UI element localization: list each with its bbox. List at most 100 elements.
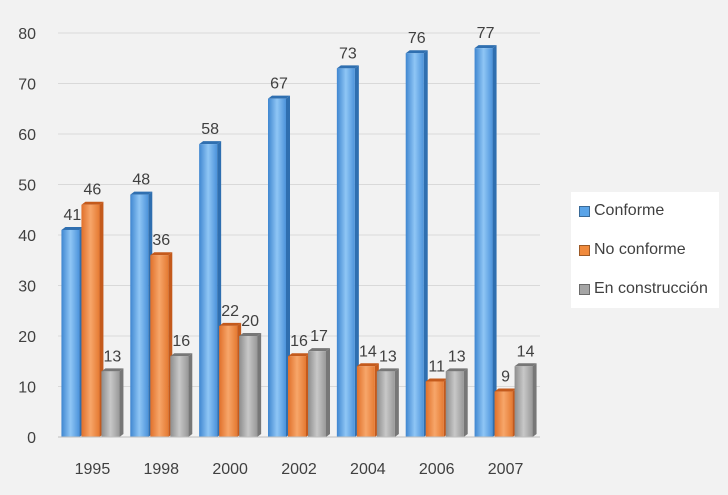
data-label-no-conforme: 14 [359, 343, 377, 360]
data-label-conforme: 41 [64, 207, 82, 224]
legend-item-conforme: Conforme [579, 201, 664, 221]
data-label-conforme: 48 [132, 172, 150, 189]
bar-side-en-construccion [188, 353, 193, 437]
bar-top-no-conforme [81, 201, 104, 205]
bar-no-conforme [494, 391, 513, 437]
bar-conforme [61, 229, 80, 437]
bar-conforme [268, 98, 286, 438]
x-tick-label: 2000 [212, 461, 248, 478]
x-tick-label: 2002 [281, 461, 317, 478]
legend-label: Conforme [594, 202, 665, 219]
legend-item-en-construccion: En construcción [579, 279, 708, 299]
data-label-conforme: 58 [201, 121, 219, 138]
bar-top-en-construccion [514, 363, 537, 367]
bar-side-en-construccion [532, 363, 537, 437]
legend-label: No conforme [594, 241, 686, 258]
bar-conforme [336, 68, 355, 437]
data-label-no-conforme: 46 [84, 182, 102, 199]
bar-conforme [199, 144, 218, 437]
data-label-conforme: 73 [339, 45, 357, 62]
bar-side-conforme [423, 50, 428, 437]
data-label-en-construccion: 20 [241, 313, 259, 330]
bar-side-en-construccion [394, 368, 399, 437]
bar-top-en-construccion [101, 368, 124, 372]
bar-side-en-construccion [119, 368, 124, 437]
bar-conforme [405, 53, 424, 437]
data-label-no-conforme: 36 [152, 232, 170, 249]
bar-top-en-construccion [376, 368, 399, 372]
bar-top-en-construccion [239, 333, 262, 336]
bar-top-no-conforme [494, 388, 517, 392]
bar-conforme [130, 194, 149, 437]
bar-top-no-conforme [425, 378, 448, 382]
data-label-no-conforme: 22 [221, 303, 239, 320]
bar-en-construccion [170, 356, 189, 437]
bar-en-construccion [239, 336, 258, 437]
x-tick-label: 2007 [488, 461, 524, 478]
x-tick-label: 1998 [143, 461, 179, 478]
bar-en-construccion [514, 366, 533, 437]
bar-no-conforme [81, 204, 100, 437]
bar-top-conforme [268, 95, 290, 99]
data-label-en-construccion: 13 [448, 348, 466, 365]
y-tick-label: 20 [18, 329, 36, 346]
x-tick-label: 2004 [350, 461, 386, 478]
bar-top-conforme [199, 141, 222, 145]
data-label-en-construccion: 16 [172, 333, 190, 350]
data-label-no-conforme: 11 [428, 358, 445, 375]
bar-no-conforme [150, 255, 169, 437]
bar-no-conforme [356, 366, 375, 437]
legend-swatch-no-conforme [579, 244, 590, 256]
bar-top-en-construccion [445, 368, 468, 372]
y-tick-label: 70 [18, 77, 36, 94]
data-label-en-construccion: 17 [310, 328, 328, 345]
data-label-conforme: 76 [408, 30, 426, 47]
bar-side-conforme [354, 65, 359, 437]
bar-side-conforme [492, 45, 497, 438]
bar-no-conforme [219, 325, 238, 437]
data-label-en-construccion: 14 [517, 343, 535, 360]
y-axis-ticks: 0 10 20 30 40 50 60 70 80 [18, 26, 36, 447]
legend-swatch-conforme [579, 205, 590, 217]
bar-side-en-construccion [326, 348, 330, 437]
y-tick-label: 60 [18, 127, 36, 144]
bar-top-en-construccion [170, 353, 193, 357]
bar-no-conforme [288, 356, 306, 437]
bar-top-no-conforme [288, 353, 310, 357]
bar-conforme [474, 48, 493, 438]
y-tick-label: 0 [27, 430, 36, 447]
x-tick-label: 2006 [419, 461, 455, 478]
y-tick-label: 40 [18, 228, 36, 245]
bar-no-conforme [425, 381, 444, 437]
bar-top-en-construccion [308, 348, 330, 352]
bar-top-conforme [130, 191, 153, 195]
y-tick-label: 30 [18, 279, 36, 296]
data-label-conforme: 77 [477, 25, 495, 42]
bar-top-conforme [61, 226, 84, 230]
bar-top-conforme [336, 65, 359, 69]
legend-swatch-en-construccion [579, 283, 590, 295]
bar-side-en-construccion [463, 368, 468, 437]
bar-top-conforme [405, 50, 428, 54]
y-tick-label: 50 [18, 178, 36, 195]
y-tick-label: 10 [18, 380, 36, 397]
bar-top-no-conforme [150, 252, 173, 256]
y-tick-label: 80 [18, 26, 36, 43]
bar-top-no-conforme [356, 363, 379, 367]
legend-label: En construcción [594, 280, 708, 297]
legend: Conforme No conforme En construcción [571, 192, 719, 308]
data-label-en-construccion: 13 [379, 348, 397, 365]
bar-en-construccion [308, 351, 326, 437]
bar-en-construccion [376, 371, 395, 437]
data-label-en-construccion: 13 [104, 348, 122, 365]
data-label-no-conforme: 9 [501, 369, 510, 386]
data-label-conforme: 67 [270, 76, 288, 93]
bars [61, 45, 537, 438]
bar-side-en-construccion [257, 333, 262, 437]
x-axis-ticks: 1995 1998 2000 2002 2004 2006 2007 [75, 461, 524, 478]
bar-top-no-conforme [219, 322, 242, 326]
bar-top-conforme [474, 45, 497, 49]
bar-en-construccion [445, 371, 464, 437]
